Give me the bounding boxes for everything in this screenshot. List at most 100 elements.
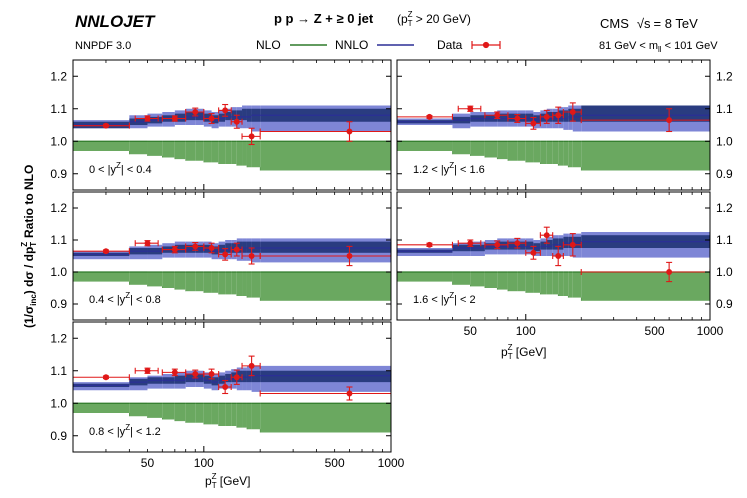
nlo-band-bin — [218, 403, 226, 426]
nlo-band-bin — [246, 141, 252, 168]
rapidity-bin-label: 0.8 < |yZ| < 1.2 — [89, 423, 161, 438]
nlo-band-bin — [507, 141, 518, 161]
data-point — [161, 368, 187, 377]
data-point — [457, 239, 482, 247]
nlo-band-bin — [497, 141, 508, 160]
mass-window-label: 81 GeV < mll < 101 GeV — [599, 40, 718, 54]
nlo-band-bin — [260, 141, 391, 171]
nnlo-core-bin — [507, 113, 518, 122]
nlo-band-bin — [540, 272, 547, 295]
panel-frame — [396, 59, 711, 191]
data-point — [562, 102, 582, 122]
nnlo-core-bin — [185, 374, 196, 383]
data-point — [552, 106, 564, 124]
nlo-band-bin — [129, 141, 148, 155]
data-point — [552, 245, 564, 267]
nlo-band-bin — [572, 272, 582, 298]
y-axis-label-ratio: Ratio to NLO — [22, 165, 36, 238]
data-point — [73, 248, 130, 255]
pt-cut-label: (pTZ > 20 GeV) — [397, 10, 471, 28]
x-axis-label-right: pTZ [GeV] — [501, 343, 546, 361]
y-tick-label: 1.2 — [716, 69, 733, 83]
x-tick-label: 500 — [325, 456, 345, 470]
nlo-band-bin — [251, 141, 261, 168]
x-axis-label-left: pTZ [GeV] — [205, 472, 250, 490]
nnlo-core-bin — [242, 370, 247, 383]
nnlo-core-bin — [572, 108, 582, 122]
nnlo-core-bin — [507, 241, 518, 250]
nlo-band-bin — [251, 403, 261, 430]
nlo-band-bin — [174, 141, 186, 160]
nlo-band-bin — [231, 403, 237, 426]
nnlo-core-bin — [260, 241, 391, 253]
nlo-band-bin — [211, 141, 219, 163]
y-tick-label: 0.9 — [716, 297, 733, 311]
y-axis-label: (1/σinc) dσ / dpTZ — [20, 242, 38, 328]
panel-frame — [72, 321, 392, 453]
nnlo-core-bin — [246, 370, 252, 383]
nlo-band-bin — [552, 272, 559, 295]
nnlo-core-bin — [225, 374, 232, 383]
data-point — [259, 386, 391, 401]
nlo-band-bin — [242, 403, 247, 428]
nnlo-core-bin — [211, 115, 219, 124]
legend-nnlo-label: NNLO — [335, 38, 368, 52]
nlo-band-bin — [533, 141, 541, 163]
x-tick-label: 50 — [141, 456, 155, 470]
brand-title: NNLOJET — [75, 12, 156, 31]
nnlo-core-bin — [203, 113, 212, 122]
nlo-band-bin — [211, 272, 219, 293]
nlo-band-bin — [129, 272, 148, 285]
nlo-band-bin — [563, 272, 569, 296]
nlo-band-bin — [517, 272, 526, 292]
pdf-label: NNPDF 3.0 — [75, 40, 131, 52]
nlo-band-bin — [236, 141, 243, 166]
data-point — [525, 116, 541, 130]
y-tick-label: 1.0 — [50, 265, 67, 279]
nlo-band-bin — [546, 272, 553, 295]
y-tick-label: 1.1 — [50, 102, 67, 116]
data-point — [484, 111, 509, 120]
nnlo-core-bin — [525, 113, 534, 122]
y-tick-label: 1.0 — [716, 134, 733, 148]
y-tick-label: 1.2 — [50, 331, 67, 345]
nlo-band-bin — [470, 141, 485, 156]
data-point — [562, 233, 582, 257]
nnlo-core-bin — [246, 241, 252, 253]
x-tick-label: 1000 — [697, 324, 724, 338]
data-point — [218, 379, 232, 395]
data-point — [230, 369, 243, 385]
nlo-band-bin — [452, 272, 471, 285]
nlo-band-bin — [533, 272, 541, 293]
data-point — [507, 237, 527, 249]
nlo-band-bin — [558, 272, 564, 296]
rapidity-bin-label: 0 < |yZ| < 0.4 — [89, 161, 152, 176]
nlo-band-bin — [225, 403, 232, 426]
nlo-band-bin — [147, 141, 163, 156]
y-tick-label: 0.9 — [50, 167, 67, 181]
panel-2: 0.9 1.0 1.1 1.2 1.2 < |yZ| < 1.6 — [396, 59, 733, 191]
data-point — [73, 374, 130, 381]
data-point — [457, 105, 482, 112]
nlo-band-bin — [195, 141, 204, 161]
nnlo-core-bin — [185, 244, 196, 253]
y-tick-label: 1.0 — [50, 396, 67, 410]
nlo-band-bin — [218, 141, 226, 164]
y-tick-label: 0.9 — [716, 167, 733, 181]
nlo-band-bin — [484, 141, 498, 158]
data-point — [539, 109, 554, 124]
nnlo-core-bin — [195, 112, 204, 121]
nnlo-core-bin — [568, 108, 573, 122]
nlo-band-bin — [195, 403, 204, 423]
nnlo-core-bin — [251, 370, 261, 383]
panel-frame — [72, 59, 392, 191]
nlo-band-bin — [572, 141, 582, 168]
legend-nlo-label: NLO — [256, 38, 281, 52]
nnlo-core-bin — [552, 238, 559, 250]
nlo-band-bin — [185, 141, 196, 161]
nnlo-core-bin — [225, 112, 232, 121]
data-point — [73, 122, 130, 129]
nlo-band-bin — [497, 272, 508, 290]
nlo-band-bin — [581, 141, 710, 171]
